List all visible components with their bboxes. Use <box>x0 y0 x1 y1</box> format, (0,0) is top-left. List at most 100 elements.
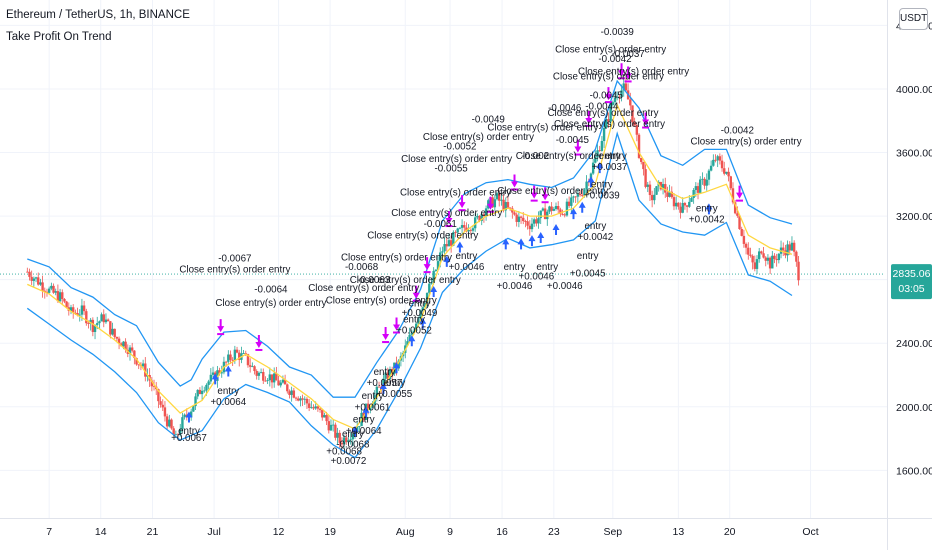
trade-annotation: -0.0045 <box>590 91 624 102</box>
candle-body <box>609 104 612 122</box>
trade-annotation: entry <box>696 203 718 214</box>
trade-annotation: +0.0068 <box>326 446 362 457</box>
candle-body <box>220 372 223 374</box>
entry-arrow <box>430 286 438 298</box>
lower-band-line <box>26 131 793 459</box>
exit-arrow <box>382 327 390 341</box>
candle-body <box>565 201 569 216</box>
exit-bar <box>618 77 626 80</box>
entry-arrow <box>578 201 586 213</box>
candle-body <box>473 217 477 229</box>
candle-body <box>613 97 617 103</box>
candle-body <box>478 215 481 221</box>
candle-body <box>69 307 73 311</box>
candle-body <box>122 341 125 347</box>
candle-body <box>795 251 798 262</box>
candle-body <box>58 292 62 302</box>
candle-body <box>338 432 341 443</box>
indicator-name[interactable]: Take Profit On Trend <box>6 31 112 43</box>
candle-body <box>207 381 210 385</box>
candle-body <box>458 227 462 229</box>
trade-annotation: entry <box>504 262 526 273</box>
candle-body <box>76 313 79 316</box>
exit-bar <box>445 225 453 228</box>
entry-arrow <box>517 238 525 250</box>
candle-body <box>469 229 473 231</box>
candle-body <box>548 206 551 212</box>
candle-body <box>561 214 564 215</box>
trade-annotation: entry <box>403 315 425 326</box>
trade-annotation: entry <box>599 151 621 162</box>
exit-arrow <box>393 317 401 331</box>
candle-body <box>102 314 105 323</box>
candle-body <box>543 208 547 220</box>
candle-body <box>113 328 116 337</box>
candle-body <box>39 282 42 285</box>
entry-arrow <box>596 162 604 174</box>
candle-body <box>688 201 691 207</box>
trade-annotation: Close entry(s) order entry <box>400 187 511 198</box>
trade-annotation: +0.0057 <box>367 378 403 389</box>
candle-body <box>740 229 743 236</box>
candle-body <box>709 165 713 171</box>
candle-body <box>541 208 545 211</box>
candle-body <box>696 186 700 193</box>
exit-bar <box>624 80 632 83</box>
candle-body <box>100 314 103 322</box>
candle-body <box>646 184 649 187</box>
candle-body <box>28 271 31 277</box>
trade-annotation: -0.0064 <box>254 284 288 295</box>
candle-body <box>242 353 245 355</box>
candle-body <box>414 323 418 331</box>
candle-body <box>321 409 324 418</box>
candle-body <box>257 372 261 376</box>
candle-body <box>334 424 337 438</box>
price-axis[interactable]: 1600.002000.002400.002800.003200.003600.… <box>896 20 932 477</box>
candle-body <box>56 291 60 302</box>
candle-body <box>98 321 101 324</box>
candle-body <box>316 406 320 409</box>
candle-body <box>672 197 676 207</box>
candle-body <box>117 338 121 344</box>
candle-body <box>45 291 49 293</box>
candle-body <box>347 440 350 443</box>
candle-body <box>611 102 615 105</box>
candle-body <box>216 370 219 381</box>
y-tick-label: 3600.00 <box>896 148 932 160</box>
trade-annotation: Close entry(s) order entry <box>547 108 658 119</box>
candle-body <box>552 208 556 211</box>
exit-arrow <box>412 285 420 299</box>
candle-body <box>388 368 392 380</box>
candle-body <box>747 247 750 255</box>
candle-body <box>537 218 540 224</box>
candle-body <box>583 189 586 196</box>
candle-body <box>314 406 317 409</box>
candle-body <box>41 282 44 291</box>
trade-annotation: Close entry(s) order entry <box>367 230 478 241</box>
candle-body <box>384 372 387 379</box>
entry-arrow <box>528 235 536 247</box>
last-price-badge: 2835.06 03:05 <box>891 264 932 300</box>
candle-body <box>605 119 608 128</box>
candle-body <box>556 206 560 210</box>
trade-annotation: entry <box>374 367 396 378</box>
candle-body <box>264 380 267 382</box>
candle-body <box>482 214 486 217</box>
trade-annotation: entry <box>456 251 478 262</box>
currency-button[interactable]: USDT <box>899 8 928 30</box>
candle-body <box>235 349 239 353</box>
exit-bar <box>574 153 582 156</box>
candle-body <box>716 156 719 161</box>
time-axis[interactable]: 7 14 21 Jul 12 19 Aug 9 16 23 Sep 13 20 Oct <box>46 526 819 538</box>
candle-body <box>792 242 796 252</box>
candle-body <box>585 181 588 190</box>
candle-body <box>712 159 715 166</box>
trade-annotation: -0.0039 <box>601 27 634 38</box>
candle-body <box>47 288 51 293</box>
candle-body <box>454 232 457 233</box>
trade-annotation: +0.0046 <box>449 262 485 273</box>
trade-annotation: Close entry(s) order entry <box>554 119 665 130</box>
symbol-title[interactable]: Ethereum / TetherUS, 1h, BINANCE <box>6 9 190 21</box>
exit-bar <box>486 210 494 213</box>
